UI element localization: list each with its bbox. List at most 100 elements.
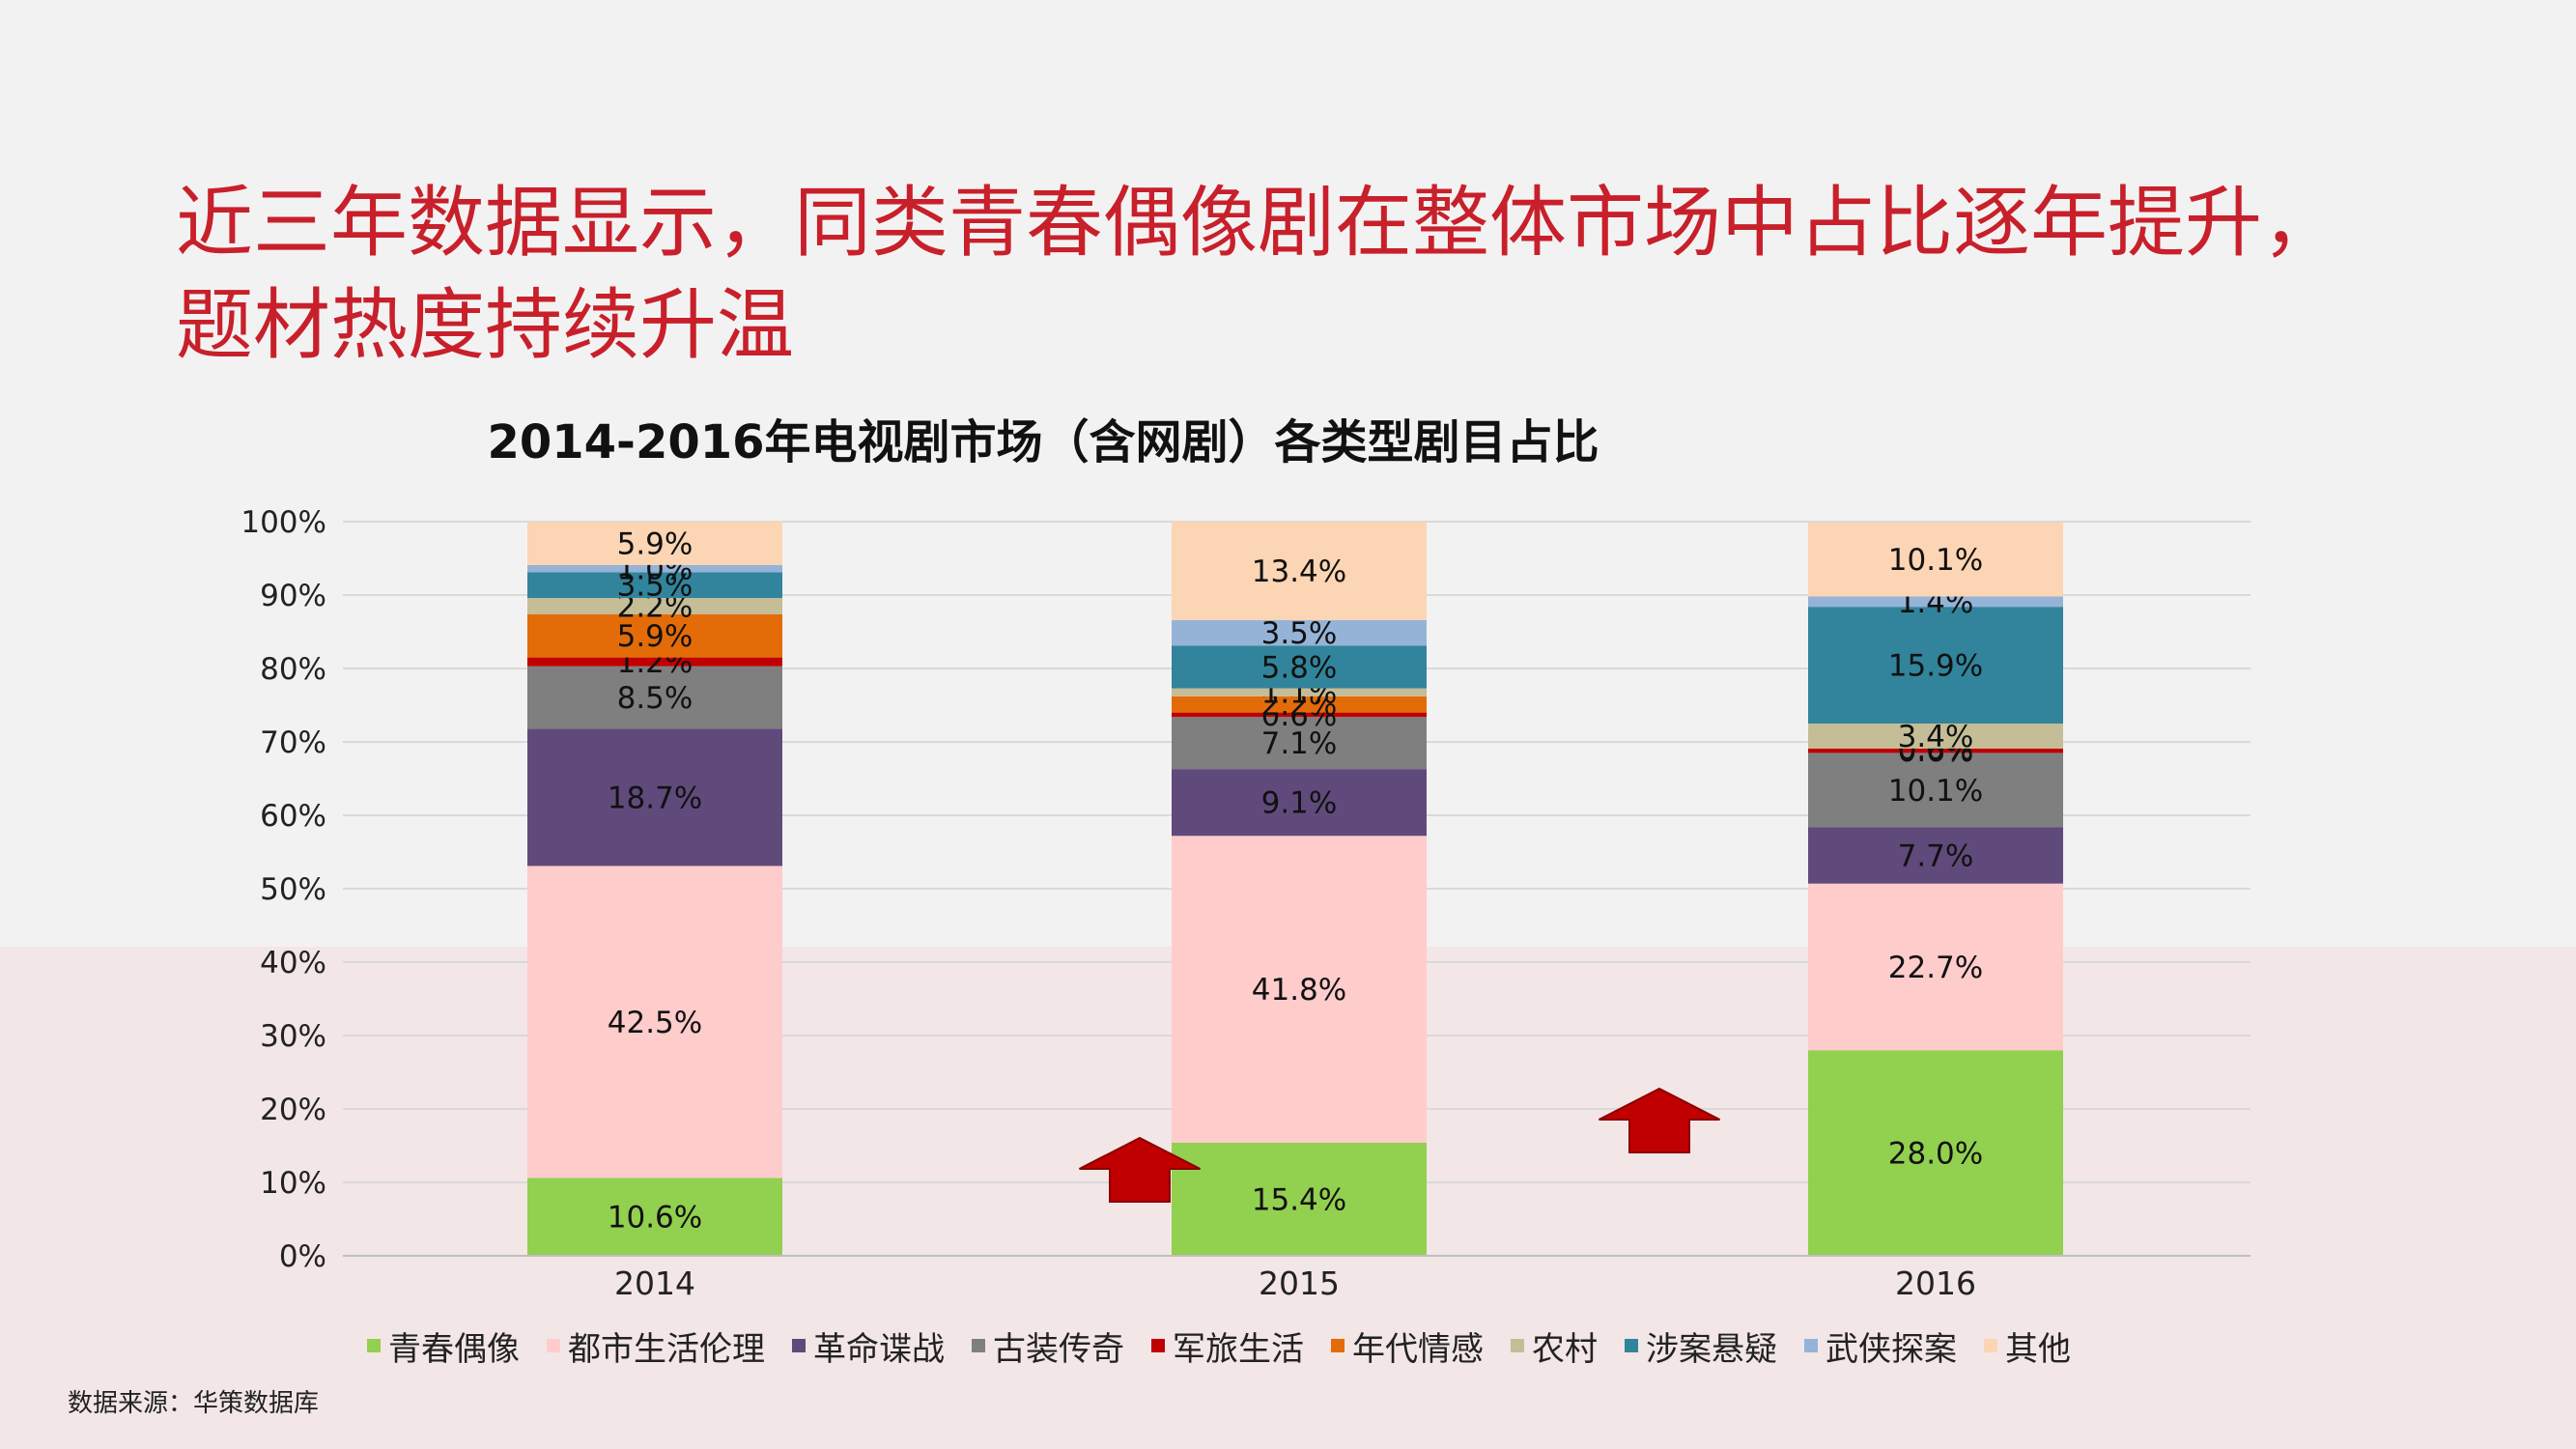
- x-tick-label: 2015: [1259, 1264, 1340, 1302]
- bar-segment: [527, 866, 782, 1179]
- y-tick-label: 70%: [260, 725, 326, 760]
- data-label: 5.8%: [1261, 650, 1338, 685]
- bar-segment: [1172, 717, 1427, 770]
- legend-item: 年代情感: [1331, 1322, 1484, 1370]
- bar-segment: [527, 657, 782, 667]
- data-label: 10.6%: [608, 1201, 702, 1236]
- legend-swatch: [1511, 1339, 1524, 1352]
- data-label: 10.1%: [1888, 774, 1983, 809]
- legend-label: 青春偶像: [388, 1329, 520, 1369]
- up-arrow-icon: [1079, 1136, 1201, 1203]
- y-tick-label: 80%: [260, 652, 326, 687]
- chart-legend: 青春偶像 都市生活伦理 革命谍战 古装传奇 军旅生活 年代情感 农村 涉案悬疑 武侠探案 其他: [367, 1321, 2098, 1370]
- data-label: 9.1%: [1261, 786, 1338, 821]
- bar-segment: [527, 598, 782, 614]
- legend-item: 青春偶像: [367, 1322, 520, 1370]
- legend-item: 军旅生活: [1151, 1322, 1304, 1370]
- data-label: 5.9%: [617, 619, 694, 654]
- data-label: 3.5%: [617, 569, 694, 604]
- bar-segment: [1808, 596, 2063, 608]
- legend-label: 农村: [1532, 1329, 1598, 1369]
- data-label: 3.4%: [1898, 720, 1974, 754]
- legend-swatch: [367, 1339, 381, 1352]
- bar-segment: [1808, 753, 2063, 828]
- legend-item: 涉案悬疑: [1625, 1322, 1777, 1370]
- bar-segment: [1172, 522, 1427, 620]
- data-label: 5.9%: [617, 526, 694, 561]
- bar-segment: [1172, 1142, 1427, 1256]
- bar-segment: [1172, 645, 1427, 689]
- y-tick-label: 20%: [260, 1093, 326, 1127]
- legend-label: 其他: [2005, 1329, 2071, 1369]
- y-tick-label: 60%: [260, 799, 326, 834]
- bar-segment: [1808, 607, 2063, 724]
- page-headline: 近三年数据显示，同类青春偶像剧在整体市场中占比逐年提升，题材热度持续升温: [176, 178, 2339, 370]
- y-tick-label: 90%: [260, 579, 326, 613]
- legend-label: 武侠探案: [1826, 1329, 1957, 1369]
- legend-item: 古装传奇: [972, 1322, 1124, 1370]
- legend-label: 涉案悬疑: [1646, 1329, 1777, 1369]
- data-label: 15.4%: [1252, 1182, 1346, 1217]
- bar-segment: [527, 728, 782, 867]
- data-label: 15.9%: [1888, 649, 1983, 684]
- legend-swatch: [1804, 1339, 1818, 1352]
- bar-segment: [1172, 712, 1427, 718]
- bar-segment: [1172, 836, 1427, 1143]
- up-arrow-icon: [1599, 1087, 1720, 1153]
- bar-segment: [1808, 748, 2063, 753]
- data-label: 3.5%: [1261, 616, 1338, 651]
- data-label: 42.5%: [608, 1006, 702, 1040]
- bar-segment: [1172, 769, 1427, 837]
- data-label: 22.7%: [1888, 951, 1983, 985]
- x-tick-label: 2016: [1895, 1264, 1976, 1302]
- data-label: 28.0%: [1888, 1137, 1983, 1172]
- bar-segment: [1172, 619, 1427, 646]
- bar-segment: [527, 522, 782, 565]
- legend-label: 古装传奇: [993, 1329, 1124, 1369]
- legend-swatch: [792, 1339, 806, 1352]
- legend-item: 农村: [1511, 1322, 1598, 1370]
- data-label: 8.5%: [617, 681, 694, 716]
- bar-segment: [527, 564, 782, 573]
- legend-label: 革命谍战: [813, 1329, 945, 1369]
- bar-segment: [527, 572, 782, 599]
- legend-item: 武侠探案: [1804, 1322, 1957, 1370]
- data-label: 18.7%: [608, 781, 702, 815]
- bar-segment: [1808, 724, 2063, 749]
- y-tick-label: 50%: [260, 872, 326, 907]
- legend-swatch: [1984, 1339, 1997, 1352]
- bar-segment: [1172, 696, 1427, 713]
- legend-swatch: [972, 1339, 985, 1352]
- legend-swatch: [1151, 1339, 1165, 1352]
- legend-label: 军旅生活: [1173, 1329, 1304, 1369]
- legend-swatch: [547, 1339, 560, 1352]
- bar-segment: [1808, 522, 2063, 597]
- legend-swatch: [1331, 1339, 1345, 1352]
- data-label: 41.8%: [1252, 973, 1346, 1008]
- bar-segment: [1808, 883, 2063, 1051]
- data-label: 10.1%: [1888, 543, 1983, 578]
- x-tick-label: 2014: [614, 1264, 695, 1302]
- bar-segment: [527, 1178, 782, 1256]
- data-source-note: 数据来源：华策数据库: [68, 1389, 320, 1418]
- data-label: 7.1%: [1261, 726, 1338, 761]
- y-tick-label: 40%: [260, 946, 326, 980]
- bar-segment: [1172, 688, 1427, 696]
- data-label: 7.7%: [1898, 838, 1974, 873]
- bar-segment: [1808, 1050, 2063, 1256]
- y-tick-label: 30%: [260, 1019, 326, 1054]
- y-tick-label: 0%: [279, 1239, 326, 1274]
- legend-item: 都市生活伦理: [547, 1322, 765, 1370]
- legend-swatch: [1625, 1339, 1638, 1352]
- bar-segment: [527, 666, 782, 729]
- legend-label: 年代情感: [1352, 1329, 1484, 1369]
- y-tick-label: 10%: [260, 1166, 326, 1201]
- y-tick-label: 100%: [241, 505, 326, 540]
- legend-item: 革命谍战: [792, 1322, 945, 1370]
- legend-item: 其他: [1984, 1322, 2071, 1370]
- chart-title: 2014-2016年电视剧市场（含网剧）各类型剧目占比: [487, 415, 1599, 469]
- legend-label: 都市生活伦理: [568, 1329, 765, 1369]
- bar-segment: [1808, 827, 2063, 884]
- data-label: 13.4%: [1252, 554, 1346, 589]
